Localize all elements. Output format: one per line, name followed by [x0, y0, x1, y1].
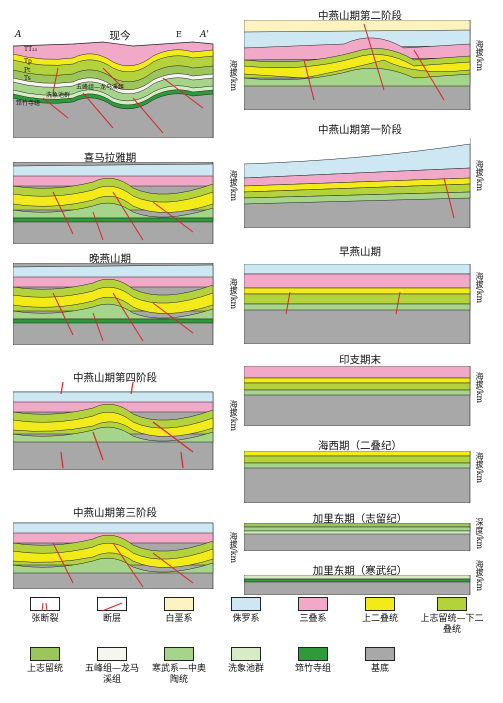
- legend-label: 张断裂: [31, 614, 59, 624]
- legend-item-jurassic: 侏罗系: [216, 597, 276, 625]
- section-mid-yanshan-4: [13, 382, 214, 470]
- direction-label: E: [176, 30, 182, 39]
- section-present: [13, 41, 214, 138]
- strata-label-ts: Ts: [24, 75, 31, 82]
- legend-label: 寒武系—中奥陶统: [151, 664, 206, 685]
- strata-label-tp: Tp: [24, 58, 32, 65]
- panel-title-mid-yanshan-2: 中燕山期第二阶段: [318, 10, 402, 22]
- axis-label-caledonian-s: 深度/km: [475, 518, 484, 550]
- legend-item-upper-silurian: 上志留统: [15, 647, 75, 675]
- strata-label-wufeng: 五峰组—龙马溪组: [76, 84, 125, 91]
- tension-fracture-icon: [30, 597, 60, 612]
- section-early-yanshan: [244, 264, 471, 344]
- legend-item-qiongzhusi: 筇竹寺组: [283, 647, 343, 675]
- legend-item-cambrian-ordovician: 寒武系—中奥陶统: [149, 647, 209, 686]
- legend-swatch: [30, 647, 60, 661]
- legend-label: 五峰组—龙马溪组: [84, 664, 139, 685]
- legend-label: 三叠系: [299, 614, 327, 624]
- legend-item-silurian-permian: 上志留统—下二叠统: [417, 597, 487, 636]
- legend-label: 上二叠统: [361, 614, 398, 624]
- section-late-yanshan: [13, 263, 214, 345]
- legend-item-upper-permian: 上二叠统: [350, 597, 410, 625]
- strata-label-pt: Pt: [24, 67, 31, 74]
- legend-item-tension-fracture: 张断裂: [15, 597, 75, 625]
- section-himalaya: [13, 162, 214, 244]
- axis-label-himalaya: 海拔/km: [229, 170, 238, 202]
- axis-label-mid-yanshan-2: 海拔/km: [475, 40, 484, 72]
- legend-label: 断层: [102, 614, 121, 624]
- legend: 张断裂 断层 白垩系 侏罗系 三叠系 上二叠统 上志留统—下二叠统 上志留统 五…: [0, 597, 503, 703]
- panel-title-early-yanshan: 早燕山期: [339, 246, 381, 258]
- section-mid-yanshan-3: [13, 522, 214, 589]
- legend-label: 基底: [370, 664, 389, 674]
- strata-label-tt: TT₂₃: [24, 46, 37, 53]
- panel-title-present: 现今: [109, 30, 131, 42]
- legend-swatch: [97, 647, 127, 661]
- axis-label-hercynian: 海拔/km: [475, 452, 484, 484]
- axis-label-late-yanshan: 海拔/km: [229, 278, 238, 310]
- legend-swatch: [365, 597, 395, 611]
- panel-title-indosinian-end: 印支期末: [339, 354, 381, 366]
- legend-swatch: [298, 597, 328, 611]
- legend-swatch: [365, 647, 395, 661]
- panel-title-himalaya: 喜马拉雅期: [83, 152, 137, 164]
- legend-swatch: [437, 597, 467, 611]
- legend-item-basement: 基底: [350, 647, 410, 675]
- legend-label: 白垩系: [165, 614, 193, 624]
- legend-item-cretaceous: 白垩系: [149, 597, 209, 625]
- panel-title-caledonian-c: 加里东期（寒武纪）: [312, 565, 408, 577]
- fault-icon: [97, 597, 127, 612]
- axis-label-caledonian-c: 海拔/km: [475, 560, 484, 592]
- section-mid-yanshan-2: [244, 20, 471, 110]
- legend-swatch: [298, 647, 328, 661]
- legend-swatch: [164, 597, 194, 611]
- axis-label-mid-yanshan-4: 海拔/km: [229, 400, 238, 432]
- legend-label: 筇竹寺组: [294, 664, 331, 674]
- legend-label: 上志留统—下二叠统: [420, 614, 484, 635]
- section-caledonian-c: [244, 575, 471, 595]
- panel-title-mid-yanshan-4: 中燕山期第四阶段: [73, 372, 157, 384]
- legend-item-fault: 断层: [82, 597, 142, 625]
- axis-label-mid-yanshan-1: 海拔/km: [475, 160, 484, 192]
- strata-label-xixiangchi: 洗象池群: [46, 92, 71, 99]
- legend-swatch: [231, 597, 261, 611]
- panel-title-mid-yanshan-3: 中燕山期第三阶段: [73, 507, 157, 519]
- section-caledonian-s: [244, 523, 471, 551]
- legend-label: 侏罗系: [232, 614, 260, 624]
- section-mid-yanshan-1: [244, 138, 471, 228]
- axis-label-early-yanshan: 海拔/km: [475, 272, 484, 304]
- legend-swatch: [164, 647, 194, 661]
- legend-item-xixiangchi: 洗象池群: [216, 647, 276, 675]
- legend-item-triassic: 三叠系: [283, 597, 343, 625]
- section-hercynian: [244, 451, 471, 503]
- panel-title-mid-yanshan-1: 中燕山期第一阶段: [318, 124, 402, 136]
- panel-title-late-yanshan: 晚燕山期: [89, 253, 131, 265]
- section-indosinian-end: [244, 366, 471, 426]
- axis-label-mid-yanshan-3: 海拔/km: [229, 532, 238, 564]
- legend-item-wufeng: 五峰组—龙马溪组: [82, 647, 142, 686]
- axis-label-present: 海拔/km: [229, 60, 238, 92]
- legend-label: 上志留统: [26, 664, 63, 674]
- legend-label: 洗象池群: [227, 664, 264, 674]
- corner-label-a: A: [15, 30, 22, 40]
- panel-title-hercynian: 海西期（二叠纪）: [318, 440, 402, 452]
- panel-title-caledonian-s: 加里东期（志留纪）: [312, 513, 408, 525]
- axis-label-indosinian-end: 海拔/km: [475, 372, 484, 404]
- corner-label-a-prime: A': [200, 30, 209, 40]
- legend-swatch: [231, 647, 261, 661]
- strata-label-qiongzhusi: 筇竹寺组: [16, 100, 41, 107]
